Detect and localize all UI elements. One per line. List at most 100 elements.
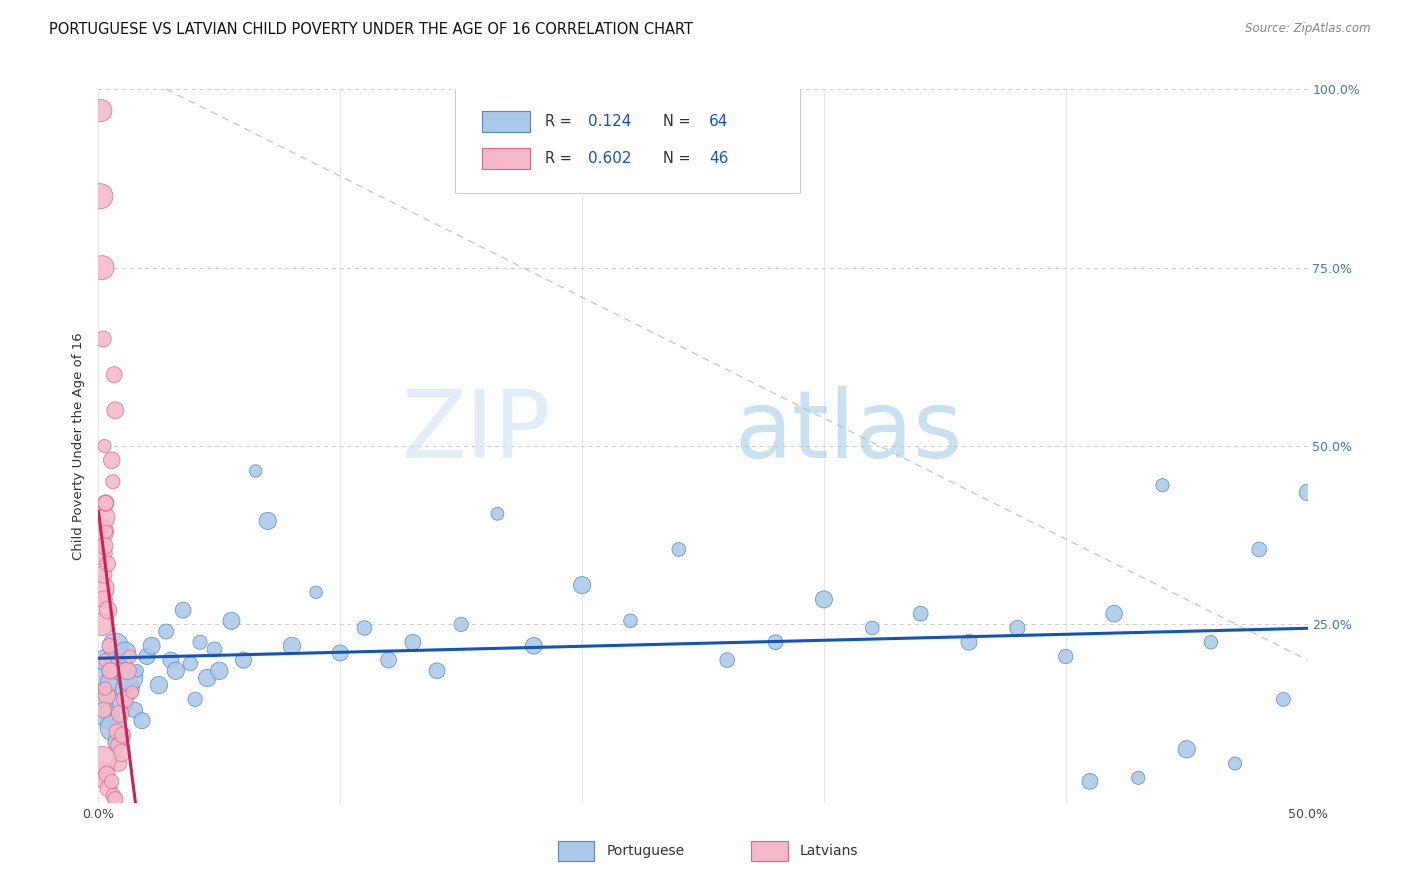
Point	[765, 635, 787, 649]
Point	[108, 756, 131, 771]
Point	[103, 789, 125, 803]
Point	[195, 671, 218, 685]
Point	[97, 557, 120, 571]
Point	[97, 781, 120, 796]
Point	[91, 753, 114, 767]
Point	[93, 539, 115, 553]
Point	[100, 453, 122, 467]
Point	[1249, 542, 1271, 557]
Point	[94, 653, 117, 667]
Point	[523, 639, 546, 653]
Point	[117, 664, 139, 678]
Point	[90, 582, 112, 596]
Point	[155, 624, 177, 639]
Point	[377, 653, 399, 667]
Point	[89, 546, 111, 560]
Point	[94, 681, 117, 696]
Text: atlas: atlas	[734, 385, 962, 478]
Point	[957, 635, 980, 649]
Point	[172, 603, 194, 617]
Point	[450, 617, 472, 632]
Point	[131, 714, 153, 728]
Point	[1223, 756, 1246, 771]
Point	[353, 621, 375, 635]
Point	[111, 728, 134, 742]
Point	[93, 703, 115, 717]
Point	[103, 368, 125, 382]
Point	[668, 542, 690, 557]
Point	[91, 332, 114, 346]
Point	[281, 639, 304, 653]
Point	[860, 621, 883, 635]
Text: 0.602: 0.602	[588, 151, 631, 166]
Point	[1296, 485, 1319, 500]
Text: 0.124: 0.124	[588, 114, 631, 128]
Point	[571, 578, 593, 592]
Point	[107, 735, 129, 749]
Point	[91, 260, 114, 275]
Point	[96, 767, 118, 781]
Text: R =: R =	[544, 114, 576, 128]
FancyBboxPatch shape	[558, 841, 595, 862]
Point	[135, 649, 157, 664]
Point	[96, 689, 118, 703]
Point	[208, 664, 231, 678]
Point	[256, 514, 278, 528]
Point	[329, 646, 352, 660]
Point	[114, 692, 136, 706]
Point	[160, 653, 183, 667]
Point	[97, 603, 120, 617]
Point	[100, 774, 122, 789]
Point	[101, 721, 124, 735]
Point	[104, 792, 127, 806]
Point	[619, 614, 641, 628]
Point	[305, 585, 328, 599]
Point	[486, 507, 509, 521]
Text: Latvians: Latvians	[800, 845, 858, 858]
Point	[204, 642, 226, 657]
Point	[1007, 621, 1029, 635]
Point	[91, 689, 114, 703]
Y-axis label: Child Poverty Under the Age of 16: Child Poverty Under the Age of 16	[72, 332, 86, 560]
Point	[114, 646, 136, 660]
Point	[813, 592, 835, 607]
Point	[104, 403, 127, 417]
Point	[98, 639, 121, 653]
Point	[91, 617, 114, 632]
Point	[1272, 692, 1295, 706]
Text: Portuguese: Portuguese	[606, 845, 685, 858]
Point	[118, 649, 141, 664]
Point	[245, 464, 267, 478]
Point	[89, 189, 111, 203]
Point	[165, 664, 187, 678]
Point	[188, 635, 211, 649]
Point	[105, 724, 128, 739]
Point	[148, 678, 170, 692]
Point	[104, 639, 127, 653]
Point	[90, 524, 112, 539]
Point	[97, 710, 120, 724]
Text: R =: R =	[544, 151, 576, 166]
FancyBboxPatch shape	[751, 841, 787, 862]
Point	[93, 592, 115, 607]
Point	[1054, 649, 1077, 664]
Point	[716, 653, 738, 667]
Point	[1152, 478, 1174, 492]
Point	[101, 475, 124, 489]
Point	[100, 664, 122, 678]
Point	[141, 639, 163, 653]
Point	[1078, 774, 1101, 789]
FancyBboxPatch shape	[456, 86, 800, 193]
Text: Source: ZipAtlas.com: Source: ZipAtlas.com	[1246, 22, 1371, 36]
Text: 64: 64	[709, 114, 728, 128]
Point	[117, 681, 139, 696]
Point	[1102, 607, 1125, 621]
Point	[179, 657, 201, 671]
Point	[98, 664, 121, 678]
Point	[107, 739, 129, 753]
Point	[184, 692, 207, 706]
Point	[91, 567, 114, 582]
Point	[94, 496, 117, 510]
Text: ZIP: ZIP	[402, 385, 551, 478]
Point	[100, 674, 122, 689]
